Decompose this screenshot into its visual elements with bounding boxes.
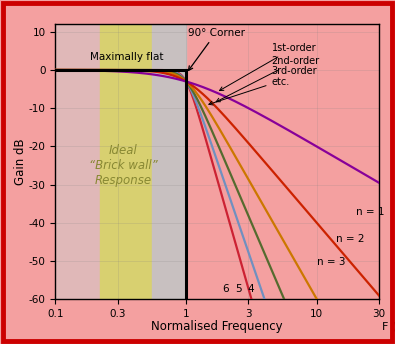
Bar [55, 24, 100, 299]
Text: 5: 5 [235, 284, 241, 294]
Bar [100, 24, 152, 299]
X-axis label: Normalised Frequency: Normalised Frequency [151, 320, 283, 333]
Text: 1st-order: 1st-order [220, 43, 316, 90]
Text: 90° Corner: 90° Corner [188, 28, 245, 71]
Bar [152, 24, 186, 299]
Text: Maximally flat: Maximally flat [90, 52, 163, 62]
Text: n = 2: n = 2 [336, 234, 365, 244]
Text: 2nd-order: 2nd-order [216, 56, 320, 102]
Text: n = 1: n = 1 [356, 207, 385, 217]
Text: Ideal
“Brick wall”
Response: Ideal “Brick wall” Response [89, 144, 158, 187]
Text: 4: 4 [247, 284, 254, 294]
Y-axis label: Gain dB: Gain dB [14, 138, 27, 185]
Text: F (Hz): F (Hz) [382, 321, 395, 331]
Text: 3rd-order
etc.: 3rd-order etc. [209, 66, 317, 105]
Text: n = 3: n = 3 [317, 257, 345, 267]
Text: 6: 6 [222, 284, 229, 294]
